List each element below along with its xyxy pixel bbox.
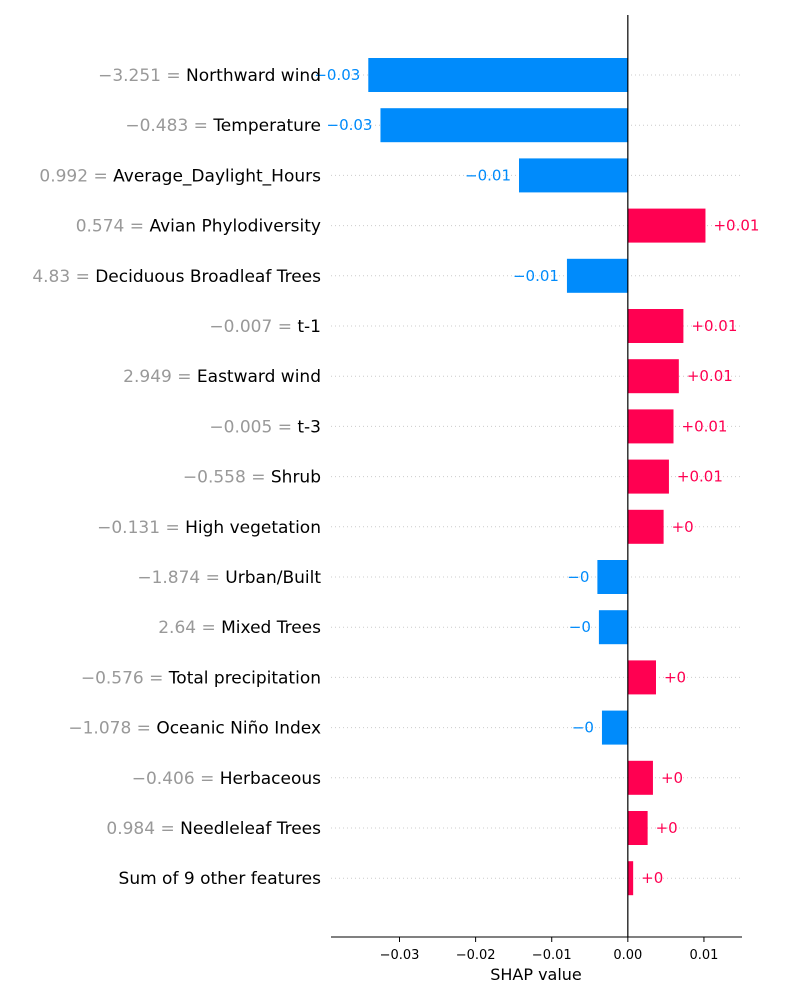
feature-value: 0.984 =	[106, 819, 180, 839]
feature-value: −3.251 =	[98, 66, 186, 86]
feature-label: −3.251 = Northward wind	[98, 66, 321, 86]
feature-name: Herbaceous	[220, 769, 321, 789]
feature-name: t-1	[297, 317, 321, 337]
bar-row-7	[627, 409, 674, 444]
bar-row-12	[627, 660, 656, 695]
feature-label: 0.574 = Avian Phylodiversity	[76, 217, 321, 237]
feature-value: −1.874 =	[137, 568, 225, 588]
bars	[368, 58, 706, 896]
bar-value-label: +0	[664, 668, 686, 686]
bar-value-label: +0.01	[687, 367, 733, 385]
bar-row-15	[627, 811, 648, 845]
feature-label: −0.007 = t-1	[209, 317, 321, 337]
x-axis-title: SHAP value	[490, 965, 582, 984]
feature-value: −0.406 =	[132, 769, 220, 789]
feature-name: Northward wind	[186, 66, 321, 86]
feature-value: −0.558 =	[183, 468, 271, 488]
feature-name: Total precipitation	[168, 668, 321, 688]
feature-value: −0.576 =	[81, 668, 169, 688]
feature-label: −0.005 = t-3	[209, 417, 321, 437]
feature-name: Oceanic Niño Index	[156, 719, 321, 739]
feature-value: −0.483 =	[125, 116, 213, 136]
feature-label: −0.558 = Shrub	[183, 468, 321, 488]
feature-name: Sum of 9 other features	[119, 869, 322, 889]
feature-labels: −3.251 = Northward wind −0.483 = Temperat…	[32, 66, 321, 889]
bar-value-label: +0.01	[677, 468, 723, 486]
feature-name: Avian Phylodiversity	[149, 217, 321, 237]
bar-value-label: −0.03	[327, 116, 373, 134]
bar-row-3	[627, 208, 706, 243]
bar-value-label: +0	[672, 518, 694, 536]
feature-name: Eastward wind	[197, 367, 321, 387]
bar-row-9	[627, 509, 664, 544]
feature-label: −0.483 = Temperature	[125, 116, 321, 136]
bar-row-8	[627, 459, 669, 494]
feature-value: 2.949 =	[123, 367, 197, 387]
bar-value-label: +0.01	[682, 417, 728, 435]
bar-row-13	[601, 710, 628, 745]
bar-value-labels: −0.03 −0.03 −0.01 +0.01 −0.01 +0.01 +0.01 +0.01…	[314, 66, 759, 887]
feature-label: −0.576 = Total precipitation	[81, 668, 321, 688]
bar-value-label: −0	[569, 618, 591, 636]
x-tick-label: 0.01	[689, 948, 718, 963]
feature-label: −1.078 = Oceanic Niño Index	[68, 719, 321, 739]
bar-row-1	[380, 108, 628, 143]
x-tick-label: −0.03	[380, 948, 420, 963]
feature-label: 4.83 = Deciduous Broadleaf Trees	[32, 267, 321, 287]
feature-name: Urban/Built	[225, 568, 321, 588]
bar-row-5	[627, 309, 684, 343]
bar-row-14	[627, 760, 653, 795]
feature-label: −1.874 = Urban/Built	[137, 568, 321, 588]
feature-value: −0.005 =	[209, 417, 297, 437]
bar-row-2	[518, 158, 628, 193]
feature-value: 2.64 =	[158, 618, 221, 638]
feature-name: Needleleaf Trees	[180, 819, 321, 839]
bar-row-6	[627, 359, 679, 394]
feature-value: −0.007 =	[209, 317, 297, 337]
feature-name: t-3	[297, 417, 321, 437]
bar-value-label: +0	[661, 769, 683, 787]
bar-value-label: +0	[641, 869, 663, 887]
bar-row-16	[627, 861, 634, 896]
feature-value: 0.992 =	[39, 166, 113, 186]
feature-value: −0.131 =	[97, 518, 185, 538]
feature-name: High vegetation	[185, 518, 321, 538]
bar-value-label: −0.01	[513, 267, 559, 285]
x-axis: −0.03 −0.02 −0.01 0.00 0.01	[331, 936, 742, 963]
bar-row-10	[597, 560, 628, 594]
feature-value: −1.078 =	[68, 719, 156, 739]
feature-label: −0.406 = Herbaceous	[132, 769, 321, 789]
bar-value-label: −0.03	[314, 66, 360, 84]
bar-value-label: −0	[572, 719, 594, 737]
x-tick-label: 0.00	[613, 948, 642, 963]
gridlines	[331, 74, 742, 879]
x-tick-label: −0.02	[456, 948, 496, 963]
bar-row-0	[368, 58, 628, 92]
feature-label: 2.949 = Eastward wind	[123, 367, 321, 387]
feature-label: Sum of 9 other features	[119, 869, 322, 889]
bar-row-11	[598, 610, 628, 645]
bar-value-label: +0.01	[713, 217, 759, 235]
bar-value-label: +0	[656, 819, 678, 837]
bar-value-label: −0.01	[465, 166, 511, 184]
bar-row-4	[566, 258, 628, 293]
feature-value: 4.83 =	[32, 267, 95, 287]
feature-label: −0.131 = High vegetation	[97, 518, 321, 538]
feature-name: Average_Daylight_Hours	[113, 166, 321, 186]
feature-name: Deciduous Broadleaf Trees	[95, 267, 321, 287]
bar-value-label: +0.01	[691, 317, 737, 335]
bar-value-label: −0	[567, 568, 589, 586]
feature-label: 2.64 = Mixed Trees	[158, 618, 321, 638]
feature-label: 0.984 = Needleleaf Trees	[106, 819, 321, 839]
feature-name: Temperature	[212, 116, 321, 136]
x-tick-label: −0.01	[532, 948, 572, 963]
feature-value: 0.574 =	[76, 217, 150, 237]
feature-name: Mixed Trees	[221, 618, 321, 638]
feature-name: Shrub	[271, 468, 321, 488]
feature-label: 0.992 = Average_Daylight_Hours	[39, 166, 321, 186]
